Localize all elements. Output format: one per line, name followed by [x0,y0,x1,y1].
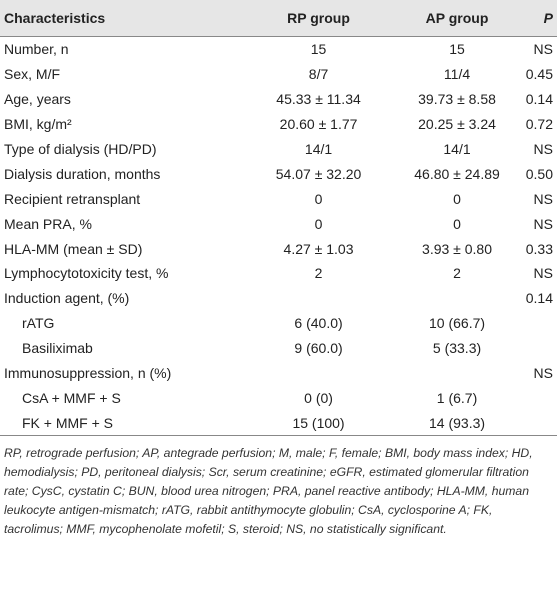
table-cell [245,286,393,311]
table-cell: 20.60 ± 1.77 [279,116,358,133]
table-cell: 6 (40.0) [294,315,343,332]
table-row: Type of dialysis (HD/PD) 14/1 14/1 NS [0,137,557,162]
table-cell: 5 (33.3) [432,340,482,357]
table-cell: 39.73 ± 8.58 [418,91,496,108]
table-cell [522,311,557,336]
table-cell: 45.33 ± 11.34 [276,91,361,108]
table-cell: Recipient retransplant [4,190,141,207]
table-row: HLA-MM (mean ± SD) 4.27 ± 1.03 3.93 ± 0.80… [0,236,557,261]
table-row: Age, years 45.33 ± 11.34 39.73 ± 8.58 0.14 [0,87,557,112]
table-cell: 15 (100) [244,410,393,437]
table-cell: 0.33 [525,240,553,257]
table-cell: Age, years [4,91,71,108]
table-cell: 9 (60.0) [294,340,343,357]
table-cell: NS [533,365,553,382]
table-cell: 0 [453,190,461,207]
table-row: Induction agent, (%) 0.14 [0,286,557,311]
table-cell: Immunosuppression, n (%) [4,365,172,382]
table-cell: NS [533,190,553,207]
table-body: Number, n 15 15 NS Sex, M/F 8/7 11/4 0.45 Age, y… [0,37,557,437]
table-cell: NS [533,215,553,232]
table-row: Basiliximab 9 (60.0) 5 (33.3) [0,336,557,361]
table-cell [392,361,521,386]
table-row: CsA + MMF + S 0 (0) 1 (6.7) [0,385,557,410]
table-cell: 0.45 [525,66,553,83]
table-row: Number, n 15 15 NS [0,37,557,62]
table-cell: 54.07 ± 32.20 [275,165,362,182]
table-row: Immunosuppression, n (%) NS [0,361,557,386]
table-cell: 0.72 [525,116,553,133]
table-cell [392,286,521,311]
table-cell: 2 [314,265,323,282]
table-cell [522,336,557,361]
table-cell: Dialysis duration, months [4,165,161,182]
table-cell: 0 [453,215,461,232]
table-cell: 20.25 ± 3.24 [418,116,496,133]
table-cell: Lymphocytotoxicity test, % [4,265,169,282]
header-cell: AP group [392,0,522,37]
table-row: Mean PRA, % 0 0 NS [0,211,557,236]
header-cell: P [521,0,557,37]
table-cell: 11/4 [443,66,471,83]
table-cell: 10 (66.7) [429,315,486,332]
table-cell: 0 [314,215,323,232]
table-cell: 46.80 ± 24.89 [414,165,500,182]
table-cell: 4.27 ± 1.03 [283,240,354,257]
table-cell: FK + MMF + S [0,410,245,437]
table-cell: 14 (93.3) [392,410,522,437]
table-cell: 3.93 ± 0.80 [422,240,492,257]
table-cell: 8/7 [308,66,329,83]
table-cell [521,410,557,437]
table-row: Dialysis duration, months 54.07 ± 32.20 46… [0,161,557,186]
table-cell: Number, n [4,41,69,58]
table-cell: 0.50 [525,165,553,182]
table-cell [522,385,557,410]
table-cell [245,361,393,386]
table-cell: rATG [22,315,55,332]
table-row: rATG 6 (40.0) 10 (66.7) [0,311,557,336]
header-row: Characteristics RP group AP group P [0,0,557,37]
table-row: Lymphocytotoxicity test, % 2 2 NS [0,261,557,286]
footnote: RP, retrograde perfusion; AP, antegrade … [4,446,533,537]
table-cell: Induction agent, (%) [4,290,130,307]
table-cell: HLA-MM (mean ± SD) [4,240,143,257]
table-cell: Type of dialysis (HD/PD) [4,141,157,157]
table-cell: Basiliximab [22,340,93,357]
header-cell: RP group [244,0,393,37]
table-row: FK + MMF + S 15 (100) 14 (93.3) [0,410,557,437]
table-cell: NS [533,41,553,58]
table-cell: 15 [449,41,465,58]
data-table: Characteristics RP group AP group P Number,… [0,0,557,437]
header-cell: Characteristics [0,0,245,37]
table-cell: 0.14 [525,91,553,108]
table-cell: Sex, M/F [4,66,61,83]
table-cell: 1 (6.7) [436,389,478,406]
table-cell: 0 (0) [304,389,333,406]
table-row: Recipient retransplant 0 0 NS [0,186,557,211]
table-cell: 0 [314,190,323,207]
table-cell: 2 [453,265,461,282]
table-cell: BMI, kg/m² [4,116,72,133]
table-cell: 0.14 [525,290,553,307]
table-cell: Mean PRA, % [4,215,92,232]
table-cell: 15 [310,41,327,58]
table-row: BMI, kg/m² 20.60 ± 1.77 20.25 ± 3.24 0.72 [0,112,557,137]
table-cell: CsA + MMF + S [22,389,121,406]
table-cell: 14/1 [443,141,471,157]
table-cell: NS [533,265,553,282]
table-row: Sex, M/F 8/7 11/4 0.45 [0,62,557,87]
table-cell: 14/1 [304,141,333,157]
table-cell: NS [533,141,553,157]
